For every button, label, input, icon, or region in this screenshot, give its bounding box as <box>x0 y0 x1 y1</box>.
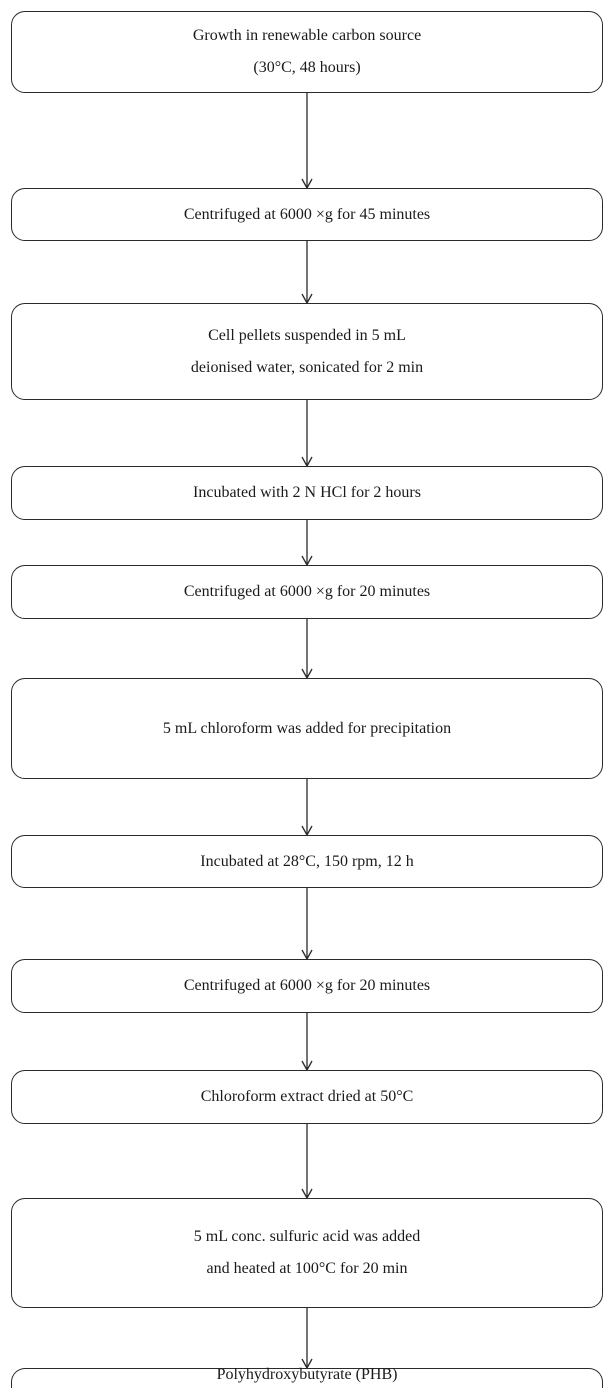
arrow-8 <box>301 1013 313 1072</box>
step-growth: Growth in renewable carbon source (30°C,… <box>11 11 603 93</box>
step-incubate-28c: Incubated at 28°C, 150 rpm, 12 h <box>11 835 603 888</box>
step-text-line: Centrifuged at 6000 ×g for 20 minutes <box>183 977 431 994</box>
step-text-line: Growth in renewable carbon source <box>192 27 422 44</box>
step-text-line: deionised water, sonicated for 2 min <box>190 358 424 376</box>
arrow-3 <box>301 400 313 468</box>
arrow-7 <box>301 888 313 961</box>
step-text-line: Centrifuged at 6000 ×g for 20 minutes <box>183 583 431 600</box>
step-centrifuge-20min-2: Centrifuged at 6000 ×g for 20 minutes <box>11 959 603 1013</box>
arrow-6 <box>301 779 313 837</box>
step-phb-product: Polyhydroxybutyrate (PHB) <box>11 1366 603 1388</box>
step-centrifuge-20min-1: Centrifuged at 6000 ×g for 20 minutes <box>11 565 603 619</box>
step-text-line: Centrifuged at 6000 ×g for 45 minutes <box>183 205 431 223</box>
step-text-line: (30°C, 48 hours) <box>253 59 361 76</box>
step-text-line: Incubated with 2 N HCl for 2 hours <box>193 484 421 501</box>
step-chloroform-precipitation: 5 mL chloroform was added for precipitat… <box>11 678 603 779</box>
arrow-10 <box>301 1308 313 1370</box>
step-text-line: 5 mL chloroform was added for precipitat… <box>162 719 452 737</box>
arrow-4 <box>301 520 313 567</box>
step-hcl-incubation: Incubated with 2 N HCl for 2 hours <box>11 466 603 520</box>
step-centrifuge-45min: Centrifuged at 6000 ×g for 45 minutes <box>11 188 603 241</box>
arrow-5 <box>301 619 313 680</box>
arrow-1 <box>301 93 313 190</box>
step-text-line: Incubated at 28°C, 150 rpm, 12 h <box>200 852 414 870</box>
step-suspend-sonicate: Cell pellets suspended in 5 mL deionised… <box>11 303 603 400</box>
step-dry-extract: Chloroform extract dried at 50°C <box>11 1070 603 1124</box>
step-text-line: Chloroform extract dried at 50°C <box>200 1088 414 1105</box>
step-text-line: and heated at 100°C for 20 min <box>206 1260 408 1277</box>
step-sulfuric-acid: 5 mL conc. sulfuric acid was added and h… <box>11 1198 603 1308</box>
step-text-line: 5 mL conc. sulfuric acid was added <box>193 1228 421 1245</box>
step-text-line: Polyhydroxybutyrate (PHB) <box>216 1366 398 1383</box>
arrow-2 <box>301 241 313 305</box>
step-text-line: Cell pellets suspended in 5 mL <box>208 326 406 344</box>
arrow-9 <box>301 1124 313 1200</box>
